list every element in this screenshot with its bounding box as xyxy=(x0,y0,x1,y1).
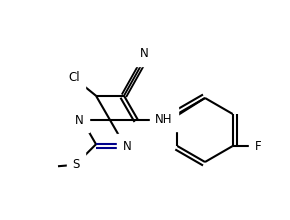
Text: F: F xyxy=(254,139,261,152)
Text: N: N xyxy=(75,114,84,126)
Text: NH: NH xyxy=(155,112,173,125)
Text: S: S xyxy=(72,158,80,171)
Text: N: N xyxy=(139,47,148,60)
Text: N: N xyxy=(123,140,131,153)
Text: Cl: Cl xyxy=(68,71,80,84)
